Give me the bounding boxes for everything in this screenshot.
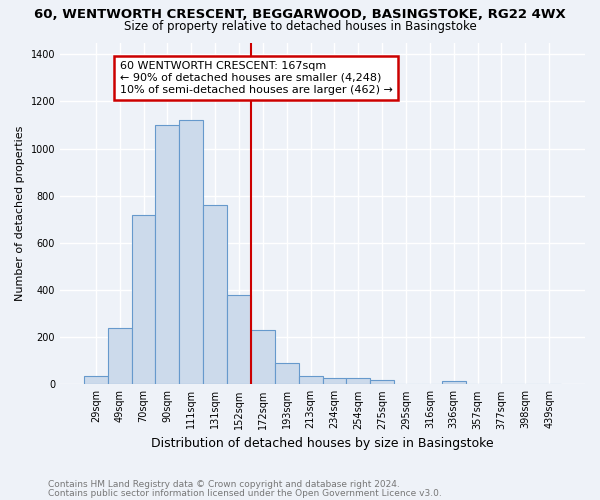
Text: Contains HM Land Registry data © Crown copyright and database right 2024.: Contains HM Land Registry data © Crown c… xyxy=(48,480,400,489)
Bar xyxy=(251,330,275,384)
Bar xyxy=(323,378,346,384)
Text: 60, WENTWORTH CRESCENT, BEGGARWOOD, BASINGSTOKE, RG22 4WX: 60, WENTWORTH CRESCENT, BEGGARWOOD, BASI… xyxy=(34,8,566,20)
Bar xyxy=(179,120,203,384)
Bar xyxy=(84,376,108,384)
Bar xyxy=(442,381,466,384)
Bar xyxy=(275,363,299,384)
Text: Size of property relative to detached houses in Basingstoke: Size of property relative to detached ho… xyxy=(124,20,476,33)
Y-axis label: Number of detached properties: Number of detached properties xyxy=(15,126,25,301)
Bar xyxy=(346,378,370,384)
Text: Contains public sector information licensed under the Open Government Licence v3: Contains public sector information licen… xyxy=(48,488,442,498)
Bar xyxy=(155,125,179,384)
Bar xyxy=(131,214,155,384)
Bar xyxy=(108,328,131,384)
Bar xyxy=(299,376,323,384)
X-axis label: Distribution of detached houses by size in Basingstoke: Distribution of detached houses by size … xyxy=(151,437,494,450)
Bar xyxy=(203,205,227,384)
Bar xyxy=(370,380,394,384)
Text: 60 WENTWORTH CRESCENT: 167sqm
← 90% of detached houses are smaller (4,248)
10% o: 60 WENTWORTH CRESCENT: 167sqm ← 90% of d… xyxy=(119,62,392,94)
Bar xyxy=(227,294,251,384)
